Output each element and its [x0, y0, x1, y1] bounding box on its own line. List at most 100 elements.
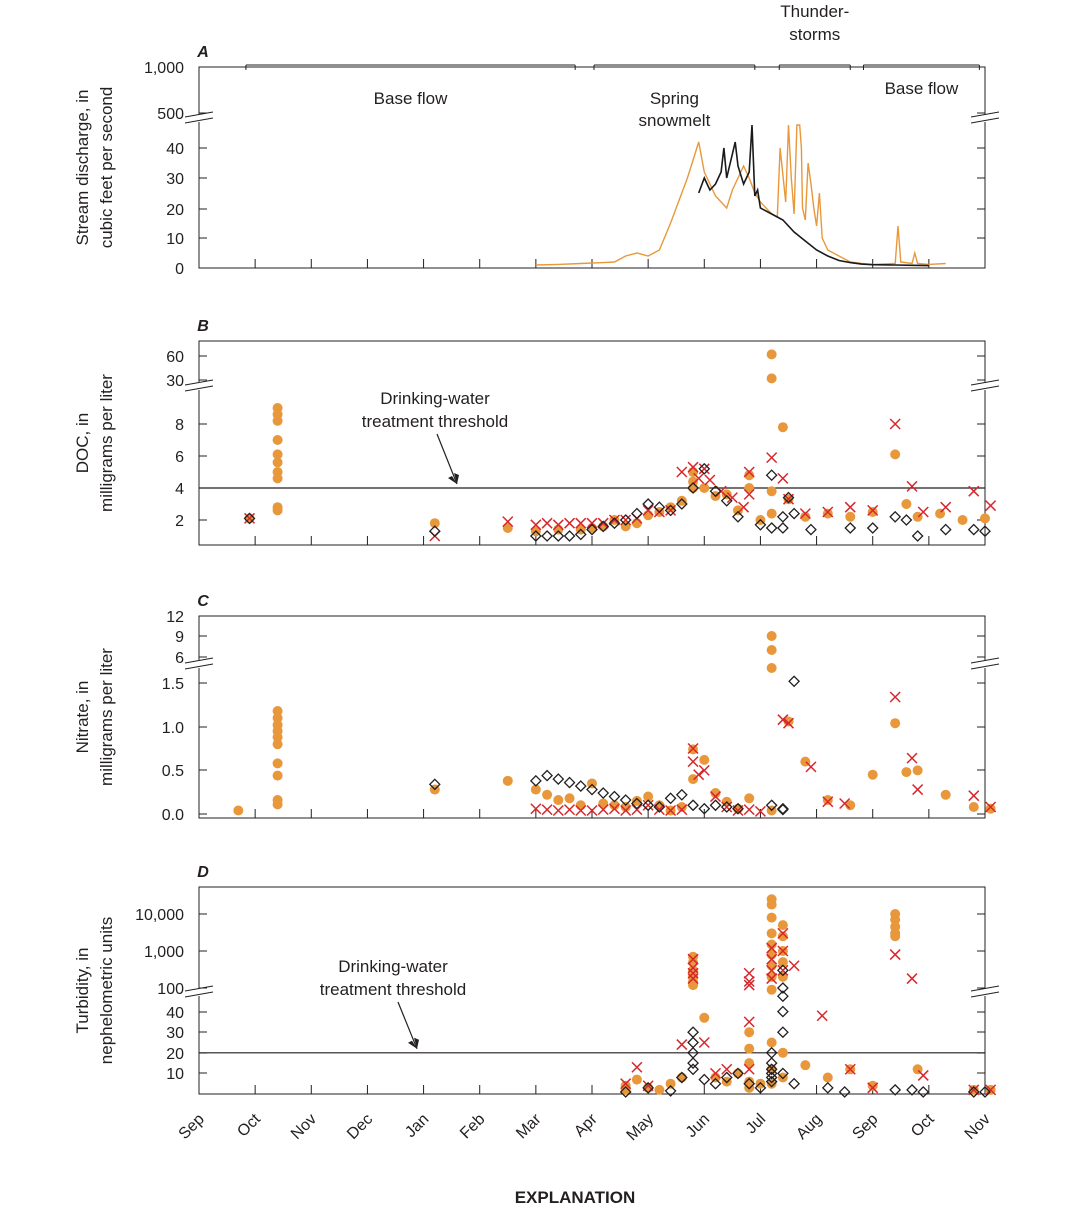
red-x-point — [906, 480, 918, 492]
red-x-point — [766, 953, 778, 965]
red-x-point — [917, 1069, 929, 1081]
open-diamond-point — [732, 802, 744, 815]
orange-circle-point — [800, 1060, 811, 1071]
orange-circle-point — [553, 524, 564, 535]
month-label: Jul — [743, 1111, 769, 1137]
open-diamond-point — [586, 523, 598, 536]
open-diamond-point — [687, 799, 699, 812]
open-diamond-point — [776, 964, 789, 977]
season-label: storms — [789, 25, 840, 44]
orange-circle-point — [620, 1080, 631, 1091]
red-x-point — [608, 514, 620, 526]
open-diamond-point — [805, 523, 817, 536]
panel-B: B 60 30 8 6 4 2 DOC, in milligrams per liter Drin… — [73, 318, 1000, 546]
open-diamond-point — [776, 1067, 789, 1080]
open-diamond-point — [776, 522, 789, 534]
open-diamond-point — [574, 780, 587, 792]
axis-break-gap — [982, 114, 988, 122]
month-label: May — [624, 1111, 657, 1144]
red-x-point — [968, 485, 980, 497]
red-x-point — [709, 1067, 722, 1079]
open-diamond-point — [642, 799, 655, 812]
orange-circle-point — [272, 739, 283, 750]
open-diamond-point — [776, 982, 789, 994]
axis-break-mark — [970, 117, 1000, 124]
orange-circle-point — [732, 1068, 743, 1079]
axis-break-gap — [982, 382, 988, 390]
open-diamond-point — [653, 501, 666, 514]
red-x-point — [985, 801, 997, 813]
y-axis-title: milligrams per liter — [97, 374, 116, 512]
month-label: Feb — [457, 1111, 489, 1143]
orange-circle-point — [766, 631, 777, 641]
open-diamond-point — [586, 783, 598, 796]
orange-circle-point — [800, 511, 811, 522]
red-x-point — [822, 796, 834, 808]
orange-circle-point — [429, 518, 440, 529]
open-diamond-point — [428, 525, 441, 538]
red-x-point — [985, 500, 997, 512]
red-x-point — [889, 949, 901, 961]
orange-circle-point — [699, 483, 710, 493]
red-x-point — [676, 804, 688, 816]
open-diamond-point — [563, 776, 576, 789]
red-x-point — [906, 752, 918, 764]
red-x-point — [575, 804, 587, 817]
orange-circle-point — [766, 928, 777, 939]
open-diamond-point — [619, 794, 632, 806]
orange-circle-point — [766, 663, 777, 673]
month-label: Oct — [908, 1110, 938, 1140]
y-tick-label: 100 — [157, 981, 184, 998]
y-tick-label: 30 — [166, 1025, 184, 1042]
red-x-point — [985, 1084, 997, 1096]
red-x-point — [597, 804, 609, 816]
threshold-arrowhead — [448, 473, 459, 484]
red-x-point — [698, 764, 710, 776]
red-x-point — [687, 962, 699, 974]
open-diamond-point — [563, 530, 576, 542]
plot-frame — [198, 615, 986, 819]
y-tick-label: 6 — [175, 650, 184, 667]
orange-circle-point — [553, 795, 564, 806]
open-diamond-point — [687, 1057, 699, 1070]
open-diamond-point — [687, 1036, 699, 1049]
orange-circle-point — [665, 1078, 676, 1089]
red-x-point — [631, 1061, 643, 1073]
open-diamond-point — [243, 512, 256, 525]
orange-circle-point — [631, 518, 642, 529]
month-label: Sep — [849, 1111, 881, 1143]
orange-circle-point — [766, 349, 777, 360]
orange-circle-point — [676, 802, 687, 813]
axis-break-mark — [184, 111, 214, 118]
y-tick-label: 10 — [166, 231, 184, 248]
orange-circle-point — [732, 505, 743, 516]
threshold-label: Drinking-water — [338, 957, 448, 976]
season-label: snowmelt — [639, 111, 711, 130]
orange-circle-point — [766, 373, 777, 384]
red-x-point — [642, 799, 654, 811]
red-x-point — [844, 1063, 856, 1075]
open-diamond-point — [765, 1063, 778, 1076]
open-diamond-point — [743, 1077, 756, 1090]
red-x-point — [777, 472, 789, 484]
open-diamond-point — [732, 1067, 744, 1080]
open-diamond-point — [788, 1077, 801, 1090]
plot-frame — [198, 66, 986, 269]
red-x-point — [743, 967, 755, 979]
orange-circle-point — [783, 716, 794, 727]
orange-circle-point — [890, 931, 901, 942]
red-x-point — [676, 466, 688, 478]
y-tick-label: 1,000 — [144, 944, 184, 961]
orange-circle-point — [272, 435, 283, 445]
orange-circle-point — [643, 791, 654, 802]
open-diamond-point — [911, 530, 924, 542]
orange-circle-point — [699, 1012, 710, 1023]
red-x-point — [530, 803, 542, 815]
red-x-point — [912, 784, 924, 796]
panel-A: A 1,000 500 40 30 20 10 0 Stream discharge, in cu… — [73, 2, 1000, 278]
orange-circle-point — [867, 507, 878, 517]
open-diamond-point — [642, 498, 655, 510]
y-tick-label: 1,000 — [144, 60, 184, 77]
open-diamond-point — [687, 1063, 699, 1076]
